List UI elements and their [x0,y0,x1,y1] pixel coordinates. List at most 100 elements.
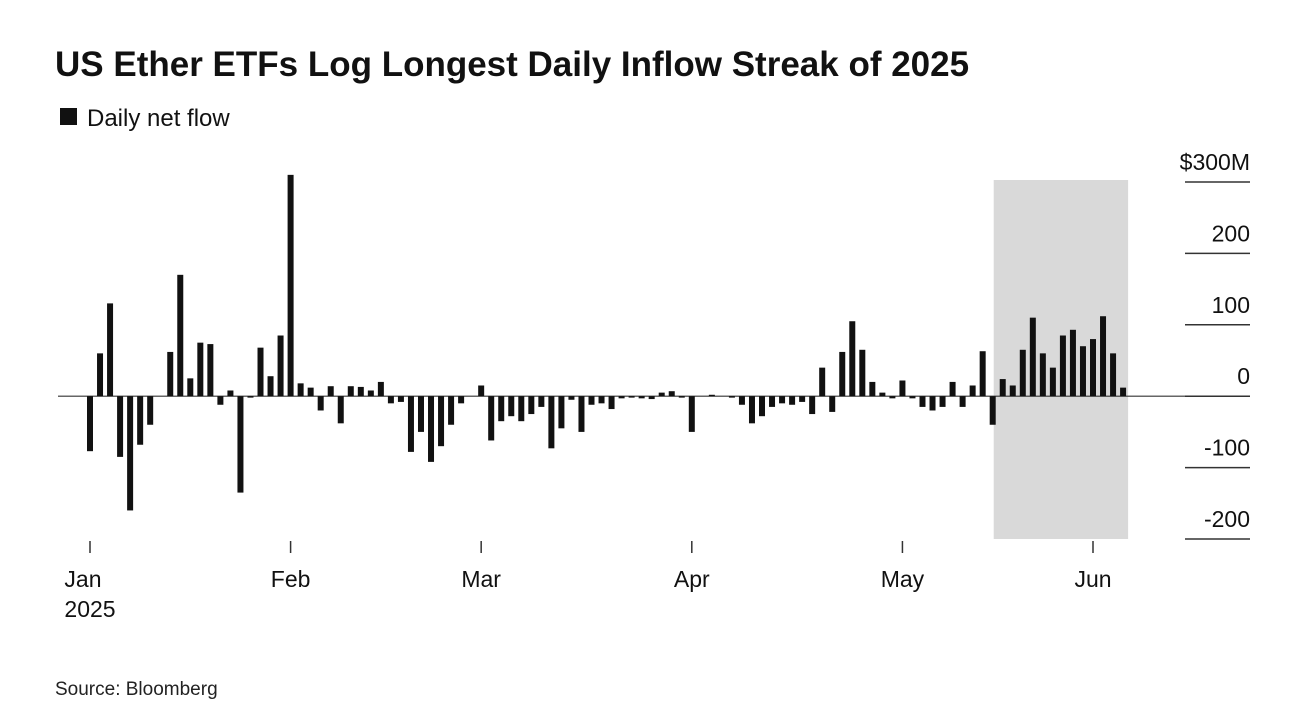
bar [478,385,485,397]
bar [588,396,595,405]
bar [488,396,495,441]
bar [969,385,976,397]
x-tick-label: Jun [1074,566,1112,592]
bar [929,396,936,411]
bar [147,396,154,425]
bar [498,396,505,422]
legend-label: Daily net flow [87,105,230,132]
bar [337,396,344,424]
bar [327,386,334,397]
bar [438,396,445,447]
bar [508,396,515,417]
bar [618,396,625,399]
bar [859,349,866,397]
bar [317,396,324,411]
bar [1120,387,1127,397]
bar [1039,353,1046,397]
bar [97,353,104,397]
bar [277,335,284,397]
source: Source: Bloomberg [55,679,218,700]
bar [197,342,204,397]
bar [678,396,685,398]
y-tick-label: 200 [1212,220,1250,246]
bar [1069,329,1076,397]
bar [829,396,836,412]
bar [407,396,414,452]
bar [1029,317,1036,397]
x-tick-label: Mar [461,566,501,592]
bar [1019,349,1026,397]
bar [247,396,254,398]
bar [738,396,745,405]
bar [448,396,455,425]
y-tick-label: 0 [1237,363,1250,389]
bar [819,367,826,397]
legend-swatch [60,108,77,125]
bar [87,396,93,452]
bar [137,396,144,445]
bar [889,396,896,399]
bar [257,347,264,397]
bar [387,396,394,404]
bar [799,396,806,402]
bar [267,376,274,397]
bar [789,396,796,405]
bar [237,396,244,493]
bar [999,379,1006,397]
bar [287,174,294,397]
bar [658,392,665,397]
bar [127,396,134,511]
bar [1009,385,1016,397]
bar [297,383,304,397]
bar [117,396,124,457]
bar [598,396,605,404]
bar [518,396,525,422]
bar [688,396,695,432]
bar [347,386,354,397]
bar [668,391,675,397]
x-tick-label: May [880,566,925,592]
bar [167,351,174,397]
bar [417,396,424,432]
bar [849,321,856,397]
bar [558,396,565,429]
bar [207,344,214,397]
chart-title: US Ether ETFs Log Longest Daily Inflow S… [55,45,969,84]
bar [759,396,766,417]
bar [728,396,735,398]
bar [307,387,314,397]
bar [528,396,535,415]
bar [568,396,575,400]
bar [458,396,465,404]
bar [1049,367,1056,397]
bar [839,351,846,397]
bar [748,396,755,424]
bar [628,396,635,398]
bar [638,396,645,399]
bar [1079,346,1086,397]
bar [979,351,986,397]
bar [989,396,996,425]
x-tick-label: Apr [673,566,710,592]
bar [708,394,715,397]
bar [177,274,184,397]
y-tick-label: $300M [1180,149,1250,175]
x-tick-label: Feb [270,566,311,592]
bar [1059,335,1066,397]
bar [397,396,404,402]
bar [909,396,916,399]
bar [608,396,615,410]
bar [538,396,545,407]
bar [869,381,876,397]
bar [578,396,585,432]
bar [548,396,555,449]
bar [809,396,816,415]
bar [377,381,384,397]
bar [899,380,906,397]
bar [107,303,114,397]
bar [949,381,956,397]
bar [187,378,194,397]
bar [879,392,886,397]
